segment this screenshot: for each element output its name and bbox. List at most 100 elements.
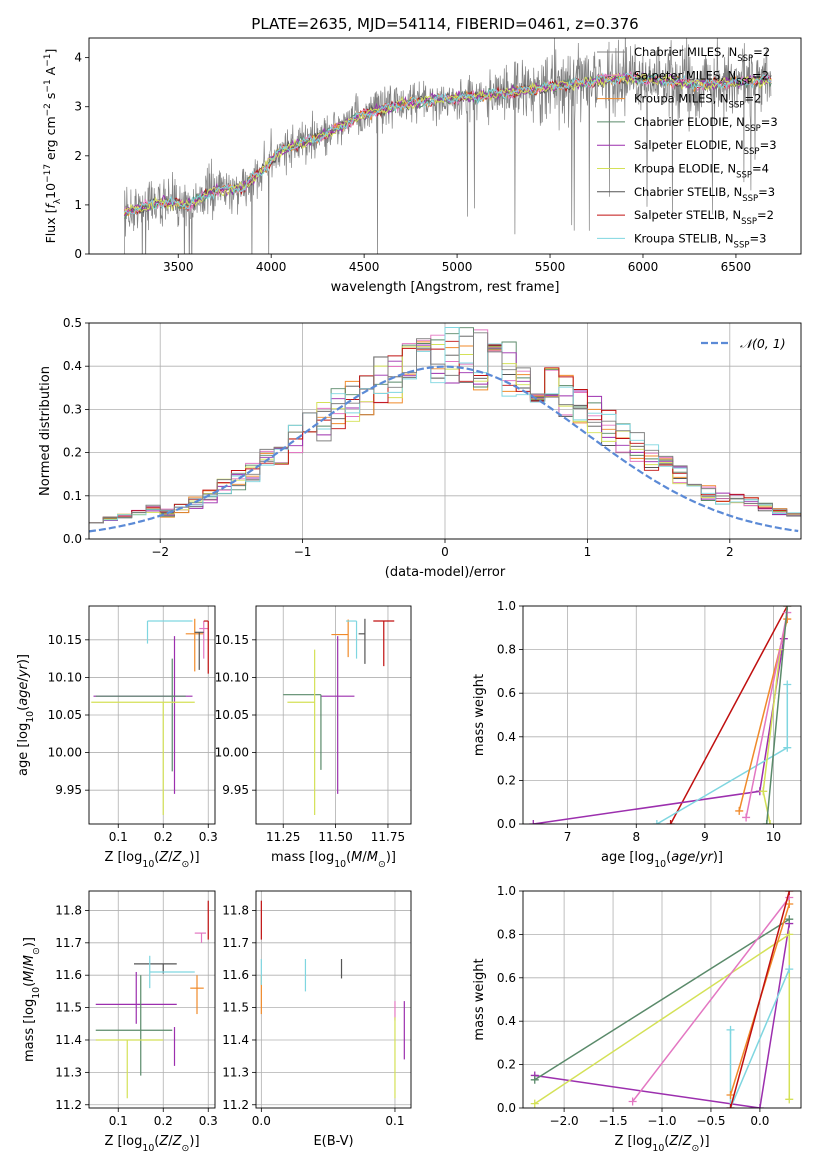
y-tick-label: 11.3 [55,1065,82,1079]
label-part: Z [668,1134,679,1149]
figure-title: PLATE=2635, MJD=54114, FIBERID=0461, z=0… [251,15,638,33]
y-tick-label: 0.2 [497,773,516,787]
label-part: )] [189,1134,199,1149]
y-tick-label: 0.3 [63,402,82,416]
y-axis-label: mass [log10(M/M⊙)] [22,937,42,1062]
label-part: Kroupa MILES, N [634,92,729,106]
weight-marker [759,787,768,796]
label-part: Z [log [614,1134,652,1149]
x-tick-label: 6000 [628,260,659,274]
label-part: SSP [744,147,760,157]
label-part: ⊙ [31,947,42,955]
y-tick-label: 10.10 [215,670,249,684]
axes-mass-vs-EBV: 0.0 0.1 11.2 11.3 11.4 11.5 11.6 11.7 11.8 E(B-V) [222,890,412,1149]
label-part: )] [189,850,199,865]
gaussian-legend-label: 𝒩(0, 1) [740,336,786,351]
y-tick-label: 11.4 [222,1033,249,1047]
y-tick-label: 1.0 [497,884,516,898]
label-part: λ [53,198,63,204]
label-part: Salpeter STELIB, N [634,208,741,222]
plot-weight-vs-Z [530,891,794,1108]
y-tick-label: 0.2 [63,446,82,460]
label-part: / [362,850,367,865]
weight-line [669,606,788,824]
y-tick-label: 4 [74,51,82,65]
axes-frame [88,37,802,255]
y-tick-label: 11.4 [55,1033,82,1047]
y-tick-label: 11.5 [55,1001,82,1015]
x-tick-label: 4000 [256,260,287,274]
deco-mass-vs-Z: 0.1 0.2 0.3 11.2 11.3 11.4 11.5 11.6 11.7 11.8 Z [… [22,890,218,1154]
plot-age-vs-mass [283,618,395,815]
grid-mass-vs-Z [89,891,215,1108]
errorbar-point [199,621,209,659]
axes-frame [88,890,216,1109]
weight-marker [785,1095,794,1104]
y-tick-label: 0.8 [497,927,516,941]
y-tick-label: 0 [74,247,82,261]
weight-line [533,638,785,824]
grid-mass-vs-EBV [256,891,411,1108]
y-tick-label: 11.8 [222,903,249,917]
y-tick-label: 11.7 [55,936,82,950]
weight-line [729,891,791,1108]
label-part: =3 [760,138,777,152]
y-tick-label: 0.0 [497,1101,516,1115]
label-part: −1 [43,79,53,92]
label-part: ( [664,1134,669,1149]
x-tick-label: −2.0 [550,1114,579,1128]
label-part: age [log [16,723,31,776]
y-tick-label: 11.6 [55,968,82,982]
x-tick-label: 9 [701,830,709,844]
y-axis-label: Flux [fλ10−17 erg cm−2 s−1 A−1] [43,49,63,244]
x-tick-label: 0.3 [199,830,218,844]
label-part: )] [386,850,396,865]
label-part: =2 [752,68,769,82]
y-tick-label: 0.4 [497,1014,516,1028]
weight-marker [735,806,744,815]
errorbar-point [146,620,193,644]
errorbar-point [185,618,204,672]
axes-frame [88,605,216,825]
label-part: / [16,677,31,682]
x-tick-label: 1 [584,545,592,559]
weight-marker [785,930,794,939]
label-part: Z [log [104,850,142,865]
errorbar-point [149,955,195,989]
y-tick-label: 10.10 [48,670,82,684]
y-tick-label: 0.6 [497,971,516,985]
y-tick-label: 0.6 [497,686,516,700]
weight-line [729,968,790,1108]
x-tick-label: 10 [766,830,781,844]
label-part: ( [346,850,351,865]
label-part: −2 [43,103,53,116]
x-axis-label: Z [log10(Z/Z⊙)] [614,1134,709,1154]
errorbar-point [358,618,366,664]
x-tick-label: 0.1 [109,1114,128,1128]
weight-marker [766,820,775,824]
y-tick-label: 9.95 [55,783,82,797]
axes-weight-vs-Z: −2.0 −1.5 −1.0 −0.5 0.0 0.0 0.2 0.4 0.6 0.8 1.0 Z [… [472,884,802,1154]
y-tick-label: 0.8 [497,643,516,657]
y-tick-label: 10.00 [215,746,249,760]
axes-age-vs-mass: 11.25 11.50 11.75 9.95 10.00 10.05 10.10 10.15 m… [215,605,412,870]
legend-label: Salpeter STELIB, NSSP=2 [634,208,774,227]
y-tick-label: 11.5 [222,1001,249,1015]
weight-line [534,923,791,1108]
weight-marker [726,1025,735,1034]
axes-mass-vs-Z: 0.1 0.2 0.3 11.2 11.3 11.4 11.5 11.6 11.7 11.8 Z [… [22,890,218,1154]
x-axis-label: (data-model)/error [385,565,506,580]
errorbar-point [190,975,204,1015]
weight-marker [755,1104,764,1108]
deco-spectrum: 3500 4000 4500 5000 5500 6000 6500 0 1 2 3 4 wavelen… [43,37,802,295]
label-part: ] [43,49,58,54]
y-tick-label: 1 [74,198,82,212]
plot-weight-vs-age [529,606,792,824]
label-part: ⊙ [182,1143,190,1154]
label-part: )] [713,850,723,865]
spectrum-data-line [124,38,772,254]
y-tick-label: 10.15 [48,633,82,647]
label-part: SSP [745,124,761,134]
errorbar-point [373,620,395,667]
